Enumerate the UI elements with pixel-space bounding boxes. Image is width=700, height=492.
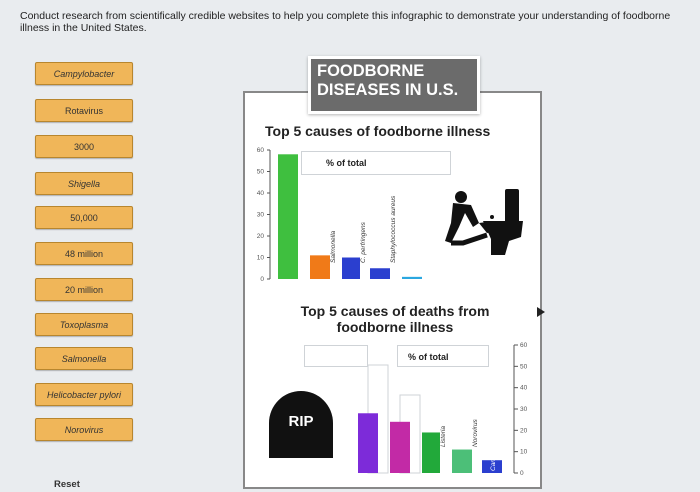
illness-bar	[402, 276, 422, 279]
deaths-chart-svg: 60 50 40 30 20 10 0 Listeria Norovirus Campyloba…	[358, 342, 528, 477]
deaths-tick-label: 30	[520, 406, 528, 413]
illness-tick-label: 0	[260, 276, 264, 283]
illness-pct-label: % of total	[326, 158, 367, 168]
drag-tile[interactable]: Campylobacter	[35, 62, 133, 85]
illness-tick-label: 30	[257, 212, 265, 219]
deaths-tick-label: 40	[520, 385, 528, 392]
drag-tile[interactable]: Helicobacter pylori	[35, 383, 133, 406]
deaths-tick-label: 20	[520, 427, 528, 434]
illness-tick-label: 20	[257, 233, 265, 240]
deaths-bar	[452, 449, 472, 473]
cursor-arrow-icon	[537, 307, 545, 317]
illness-bar-label: Staphylococcus aureus	[390, 195, 397, 263]
illness-bar	[370, 268, 390, 279]
drag-tile[interactable]: Rotavirus	[35, 99, 133, 122]
illness-bar	[278, 154, 298, 279]
illness-bar-label: Salmonella	[330, 230, 337, 263]
deaths-pct-label: % of total	[408, 352, 449, 362]
illness-tick-label: 40	[257, 190, 265, 197]
drag-tile[interactable]: 3000	[35, 135, 133, 158]
deaths-total-dropzone[interactable]	[397, 345, 489, 367]
drag-tile[interactable]: Toxoplasma	[35, 313, 133, 336]
tombstone-rip-icon: RIP	[269, 391, 333, 458]
illness-chart-title: Top 5 causes of foodborne illness	[265, 123, 491, 139]
deaths-chart-title: Top 5 causes of deaths from foodborne il…	[300, 303, 490, 335]
deaths-tick-label: 0	[520, 470, 524, 477]
infographic-banner: FOODBORNE DISEASES IN U.S.	[308, 56, 480, 114]
deaths-tick-label: 50	[520, 363, 528, 370]
drag-tile[interactable]: Shigella	[35, 172, 133, 195]
deaths-bar-label: Norovirus	[472, 418, 479, 447]
banner-line2: DISEASES IN U.S.	[317, 81, 459, 99]
deaths-bar	[482, 460, 502, 473]
deaths-bar-label: Listeria	[440, 426, 447, 447]
illness-bar	[310, 255, 330, 279]
drag-tile[interactable]: 48 million	[35, 242, 133, 265]
deaths-bar-label: Campylobacter	[490, 426, 497, 471]
deaths-bar	[390, 421, 410, 473]
illness-total-dropzone[interactable]	[301, 151, 451, 175]
deaths-dropzone-left[interactable]	[304, 345, 368, 367]
sick-person-toilet-icon	[445, 189, 523, 255]
drag-tile[interactable]: 20 million	[35, 278, 133, 301]
drag-tile[interactable]: Norovirus	[35, 418, 133, 441]
banner-line1: FOODBORNE	[317, 62, 425, 80]
drag-tile[interactable]: 50,000	[35, 206, 133, 229]
drag-tile[interactable]: Salmonella	[35, 347, 133, 370]
reset-button[interactable]: Reset	[54, 479, 80, 490]
illness-tick-label: 10	[257, 255, 265, 262]
instructions-text: Conduct research from scientifically cre…	[20, 10, 671, 34]
deaths-bar	[358, 413, 378, 473]
illness-tick-label: 60	[257, 147, 265, 154]
illness-chart-svg: 60 50 40 30 20 10 0 Salmonella C. perfringens St…	[257, 147, 422, 283]
deaths-tick-label: 10	[520, 449, 528, 456]
deaths-bar	[422, 432, 440, 473]
illness-tick-label: 50	[257, 169, 265, 176]
illness-bar-label: C. perfringens	[360, 221, 367, 263]
illness-bar	[342, 257, 360, 279]
deaths-tick-label: 60	[520, 342, 528, 349]
